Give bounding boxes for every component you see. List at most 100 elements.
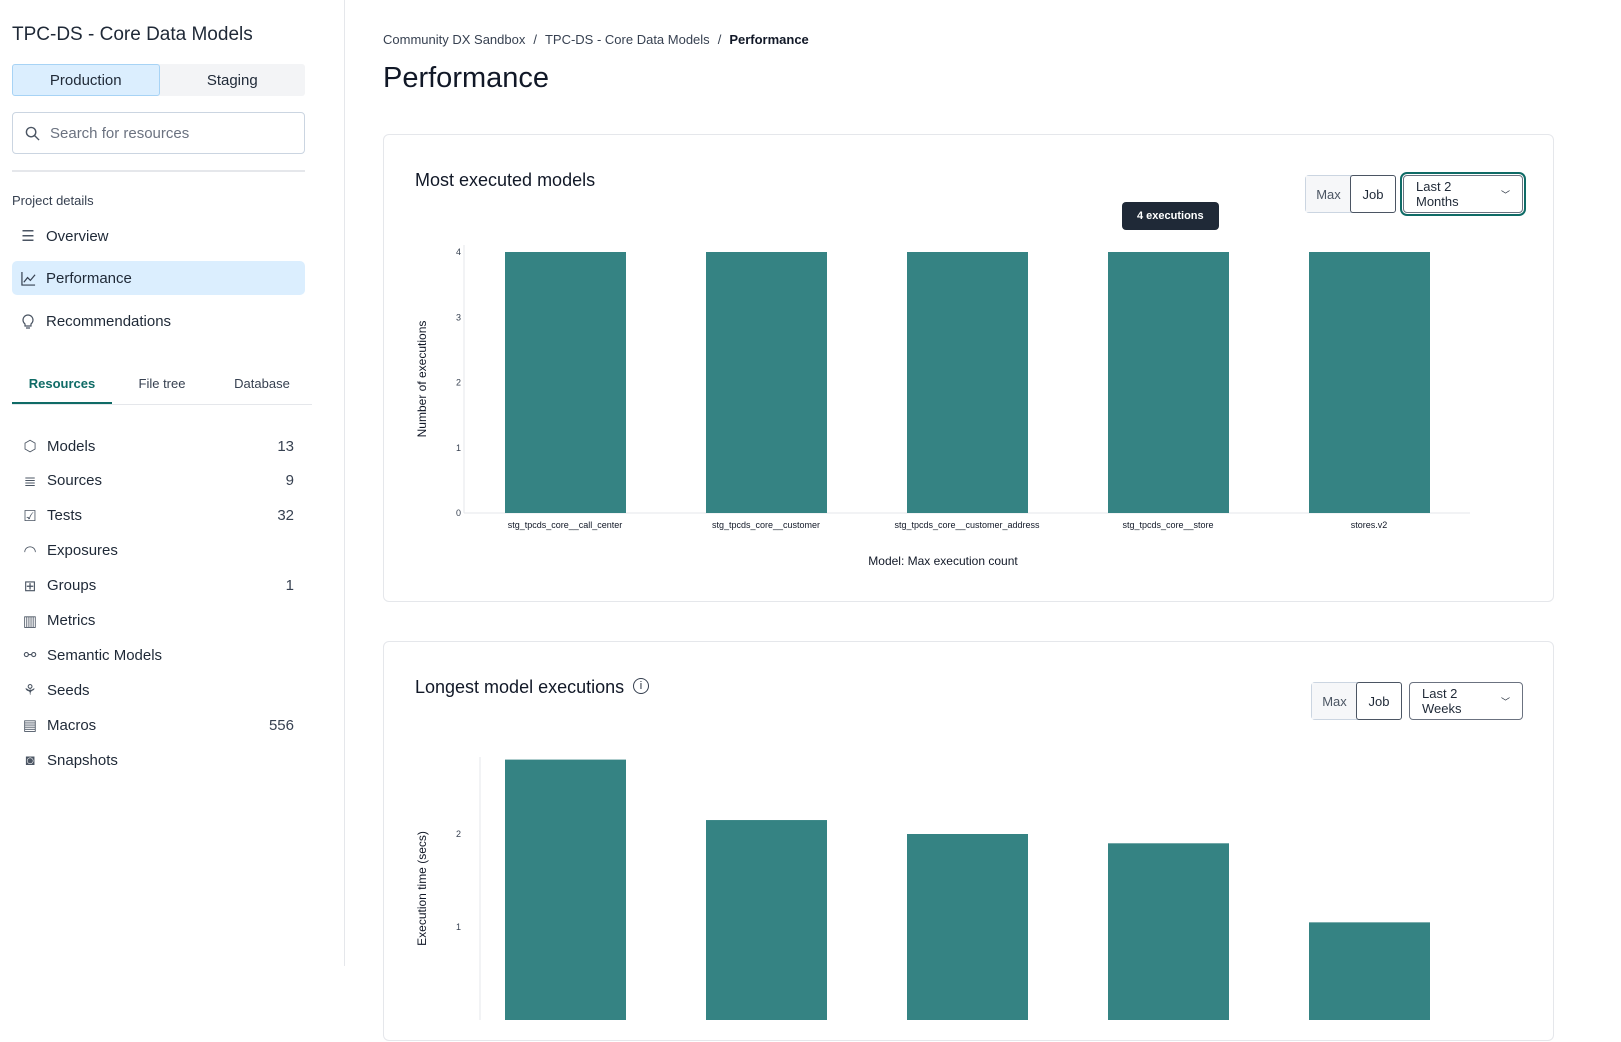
gauge-icon: ◠ xyxy=(23,542,37,560)
tab-database[interactable]: Database xyxy=(234,376,290,391)
resource-count: 1 xyxy=(285,577,294,595)
nav-overview[interactable]: ☰ Overview xyxy=(12,219,305,253)
nav-recommendations[interactable]: Recommendations xyxy=(12,304,305,338)
resource-seeds[interactable]: ⚘ Seeds xyxy=(22,675,294,705)
breadcrumb-current: Performance xyxy=(729,32,809,47)
range-value: Last 2 Months xyxy=(1416,179,1459,209)
executions-chart: 0 1 2 3 4 Number of executions stg_tpcds_core_… xyxy=(415,245,1470,568)
bar xyxy=(1108,843,1229,1020)
breadcrumb-separator: / xyxy=(533,32,537,47)
info-icon[interactable]: i xyxy=(633,678,649,694)
max-button[interactable]: Max xyxy=(1306,176,1351,212)
bar xyxy=(505,759,626,1020)
x-tick-label: stg_tpcds_core__call_center xyxy=(508,520,623,530)
divider xyxy=(12,170,305,172)
y-tick-label: 0 xyxy=(456,508,461,518)
resource-label: Sources xyxy=(47,472,103,490)
resource-label: Exposures xyxy=(47,542,118,560)
breadcrumb-project[interactable]: TPC-DS - Core Data Models xyxy=(544,32,710,47)
bar xyxy=(706,820,827,1020)
resource-label: Metrics xyxy=(47,612,96,629)
env-tab-production[interactable]: Production xyxy=(12,64,160,96)
resource-count: 32 xyxy=(277,507,294,525)
longest-executions-card: Longest model executions i Max Job Last … xyxy=(383,641,1554,1041)
bar xyxy=(1108,252,1229,513)
nodes-icon: ⚯ xyxy=(23,647,37,665)
bar xyxy=(907,834,1028,1020)
line-chart-icon xyxy=(20,270,36,286)
y-tick-label: 1 xyxy=(456,443,461,453)
y-tick-label: 2 xyxy=(456,829,461,839)
range-value: Last 2 Weeks xyxy=(1422,686,1462,716)
range-dropdown[interactable]: Last 2 Months ﹀ xyxy=(1400,172,1526,216)
env-tab-staging[interactable]: Staging xyxy=(206,71,258,89)
bar xyxy=(907,252,1028,513)
camera-icon: ◙ xyxy=(25,751,35,769)
y-tick-label: 3 xyxy=(456,312,461,322)
resource-label: Semantic Models xyxy=(47,646,163,664)
resource-snapshots[interactable]: ◙ Snapshots xyxy=(22,745,294,775)
resource-tests[interactable]: ☑ Tests 32 xyxy=(22,501,294,531)
search-input[interactable]: Search for resources xyxy=(12,112,305,154)
search-placeholder: Search for resources xyxy=(50,124,190,142)
resource-tabs: Resources File tree Database xyxy=(12,368,312,405)
card-title: Longest model executions xyxy=(415,677,625,697)
list-icon: ☰ xyxy=(21,228,35,245)
resource-label: Tests xyxy=(47,507,83,525)
x-tick-label: stg_tpcds_core__customer_address xyxy=(894,520,1040,530)
x-axis-label: Model: Max execution count xyxy=(868,554,1018,568)
tab-resources[interactable]: Resources xyxy=(12,368,112,404)
execution-time-chart: 1 2 Execution time (secs) xyxy=(415,757,1430,1020)
x-tick-label: stg_tpcds_core__store xyxy=(1122,520,1213,530)
resource-count: 9 xyxy=(285,472,294,490)
x-tick-label: stg_tpcds_core__customer xyxy=(712,520,820,530)
resource-metrics[interactable]: ▥ Metrics xyxy=(22,606,294,636)
y-tick-label: 4 xyxy=(456,247,461,257)
clipboard-check-icon: ☑ xyxy=(23,507,37,525)
environment-toggle: Production Staging xyxy=(12,64,305,96)
breadcrumb-sandbox[interactable]: Community DX Sandbox xyxy=(383,32,526,47)
resource-groups[interactable]: ⊞ Groups 1 xyxy=(22,571,294,601)
metric-toggle: Max Job xyxy=(1305,175,1396,213)
max-button[interactable]: Max xyxy=(1312,683,1357,719)
cube-icon: ⬡ xyxy=(23,438,37,455)
y-tick-label: 1 xyxy=(456,922,461,932)
metric-toggle: Max Job xyxy=(1311,682,1402,720)
nav-performance[interactable]: Performance xyxy=(12,261,305,295)
search-icon xyxy=(25,126,40,141)
resource-models[interactable]: ⬡ Models 13 xyxy=(22,431,294,461)
y-axis-label: Number of executions xyxy=(415,321,429,438)
most-executed-card: Most executed models Max Job Last 2 Mont… xyxy=(383,134,1554,602)
document-icon: ▤ xyxy=(22,717,38,735)
x-tick-label: stores.v2 xyxy=(1351,520,1388,530)
chart-tooltip: 4 executions xyxy=(1122,202,1219,230)
nav-label: Recommendations xyxy=(46,312,172,330)
nav-label: Performance xyxy=(46,269,132,287)
breadcrumb: Community DX Sandbox / TPC-DS - Core Data… xyxy=(383,32,809,47)
y-tick-label: 2 xyxy=(456,378,461,388)
resource-exposures[interactable]: ◠ Exposures xyxy=(22,536,294,566)
job-button[interactable]: Job xyxy=(1350,175,1396,213)
resource-label: Macros xyxy=(47,716,97,734)
resource-semantic-models[interactable]: ⚯ Semantic Models xyxy=(22,640,294,670)
range-dropdown[interactable]: Last 2 Weeks ﹀ xyxy=(1409,682,1523,720)
card-title: Most executed models xyxy=(415,170,596,190)
page-title: Performance xyxy=(383,62,550,94)
database-icon: ≣ xyxy=(23,472,37,490)
resource-label: Snapshots xyxy=(47,751,118,769)
project-title: TPC-DS - Core Data Models xyxy=(12,24,253,45)
resource-macros[interactable]: ▤ Macros 556 xyxy=(22,710,294,740)
lightbulb-icon xyxy=(20,313,36,329)
section-label: Project details xyxy=(12,193,94,208)
resource-sources[interactable]: ≣ Sources 9 xyxy=(22,466,294,496)
chevron-down-icon: ﹀ xyxy=(1500,189,1510,200)
nav-label: Overview xyxy=(46,227,109,245)
sprout-icon: ⚘ xyxy=(23,682,37,700)
job-button[interactable]: Job xyxy=(1356,682,1402,720)
chevron-down-icon: ﹀ xyxy=(1500,696,1510,707)
grid-icon: ⊞ xyxy=(23,577,37,595)
tab-file-tree[interactable]: File tree xyxy=(138,376,186,391)
resource-count: 556 xyxy=(268,716,294,734)
bar xyxy=(706,252,827,513)
sidebar: TPC-DS - Core Data Models Production Sta… xyxy=(0,0,345,966)
